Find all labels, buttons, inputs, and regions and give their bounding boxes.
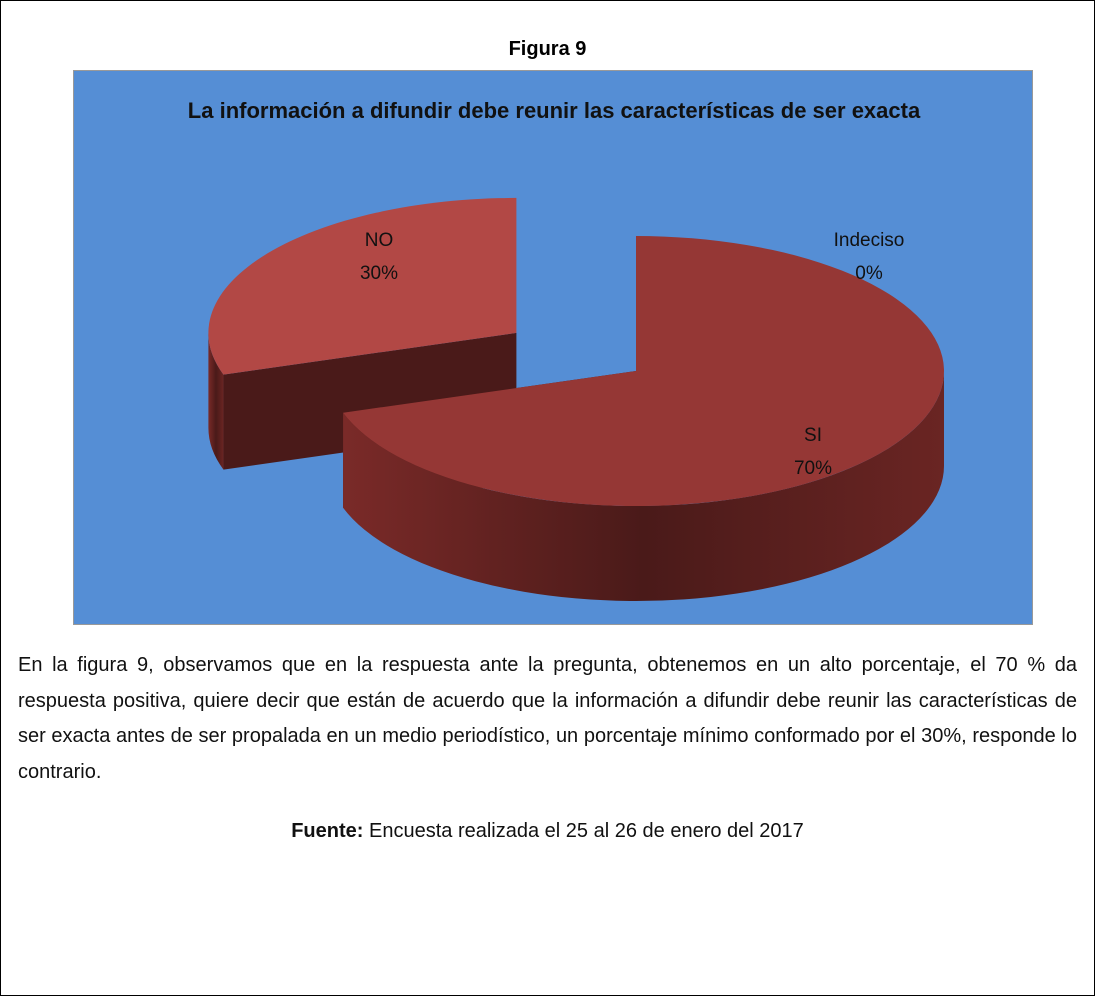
slice-category-label: NO [365, 230, 394, 251]
chart-title: La información a difundir debe reunir la… [187, 98, 921, 123]
slice [343, 236, 944, 507]
pie-chart: SI 70% NO 30% Indeciso 0% [208, 197, 944, 601]
slice-rim [208, 332, 224, 470]
paragraph: En la figura 9, observamos que en la res… [18, 654, 1077, 783]
slice-category-label: SI [804, 425, 822, 446]
source-label: Fuente: [291, 820, 364, 842]
slice-value-label: 0% [855, 263, 883, 284]
slice-rim [343, 371, 944, 601]
slice-value-label: 70% [794, 458, 832, 479]
slice [208, 197, 517, 375]
source-text: Encuesta realizada el 25 al 26 de enero … [369, 820, 804, 842]
chart: SI 70% NO 30% Indeciso 0% La información a di… [73, 70, 1033, 625]
slice-value-label: 30% [360, 263, 398, 284]
slice-category-label: Indeciso [834, 230, 905, 251]
figure-label: Figura 9 [508, 38, 587, 60]
source: Fuente: Encuesta realizada el 25 al 26 d… [0, 820, 1095, 843]
